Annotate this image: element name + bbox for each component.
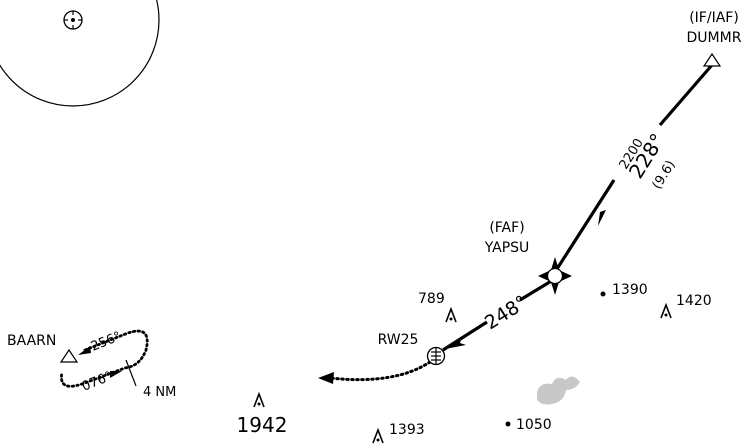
spot-elevation-dot-icon xyxy=(505,421,511,427)
holding-pattern-track xyxy=(60,329,149,388)
hold-leg-length-label: 4 NM xyxy=(143,385,176,400)
yapsu-name-label: YAPSU xyxy=(484,240,530,256)
elevation-789: 789 xyxy=(418,291,445,307)
dummr-role-label: (IF/IAF) xyxy=(689,10,739,26)
hold-leg-length-tick xyxy=(125,359,137,387)
hold-outbound-arrow-icon xyxy=(110,371,122,378)
navaid-icon[interactable] xyxy=(63,10,83,30)
elevation-1420: 1420 xyxy=(676,293,712,309)
hold-outbound-course: 256° xyxy=(89,329,124,355)
elevation-1050: 1050 xyxy=(516,417,552,433)
obstacle-icon xyxy=(445,306,457,323)
obstacle-icon xyxy=(253,391,265,408)
leg-dummr-yapsu-lower xyxy=(553,179,616,273)
hold-inbound-arrow-icon xyxy=(78,346,91,355)
spot-elevation-dot-icon xyxy=(600,291,606,297)
elevation-1942: 1942 xyxy=(237,413,288,437)
yapsu-role-label: (FAF) xyxy=(489,220,524,236)
obstacle-icon xyxy=(372,427,384,444)
triangle-waypoint-icon[interactable] xyxy=(59,348,79,363)
missed-approach-track xyxy=(328,360,432,382)
elevation-1390: 1390 xyxy=(612,282,648,298)
elevation-1393: 1393 xyxy=(389,422,425,438)
dummr-name-label: DUMMR xyxy=(687,30,742,46)
leg-dummr-yapsu-upper xyxy=(658,63,714,127)
obstacle-icon xyxy=(660,302,672,319)
leg-yapsu-rw25-upper xyxy=(519,278,554,302)
rw25-label: RW25 xyxy=(378,332,419,348)
terrain-shading xyxy=(537,376,580,405)
missed-approach-arrow-icon xyxy=(318,372,334,384)
runway-fix-icon[interactable] xyxy=(426,346,446,366)
faf-star-icon[interactable] xyxy=(538,257,572,295)
triangle-waypoint-icon[interactable] xyxy=(702,52,722,67)
leg-arrow-rw25-icon xyxy=(445,336,466,349)
baarn-label: BAARN xyxy=(7,333,56,349)
hold-inbound-course: 076° xyxy=(80,369,115,395)
range-circle xyxy=(0,0,160,107)
leg-direction-arrow-icon xyxy=(598,210,606,226)
